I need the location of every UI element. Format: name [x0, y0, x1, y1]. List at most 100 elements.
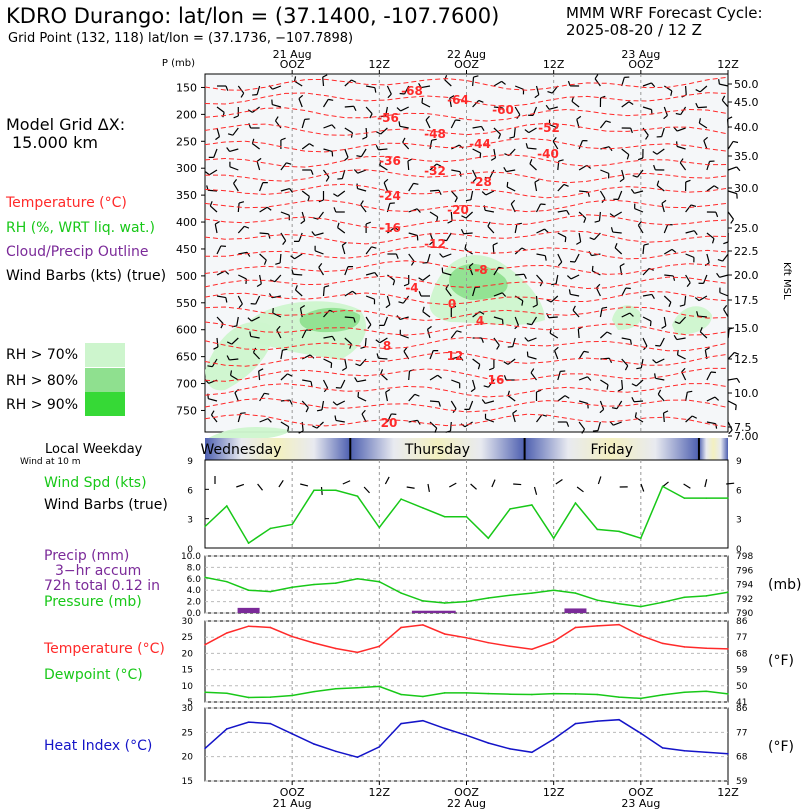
surface-wind-barb	[683, 483, 691, 489]
pressure-tick-label: 550	[176, 297, 197, 310]
surface-wind-barb	[427, 483, 430, 492]
wind-barb-flag	[333, 193, 338, 197]
wind-barb-flag	[629, 312, 634, 317]
wind-barb	[634, 190, 644, 194]
temperature-contour-label: -8	[474, 263, 487, 277]
temperature-contour	[204, 321, 729, 336]
wind-barb-flag	[275, 262, 281, 265]
wind-barb	[633, 400, 644, 403]
wind-barb-flag	[300, 220, 306, 225]
wind-barb	[216, 316, 224, 324]
wind-barb-flag	[352, 290, 357, 295]
wind-barb-flag	[503, 361, 509, 365]
wind-speed-line-point	[640, 537, 642, 540]
wind-barb	[250, 335, 260, 339]
pressure-label: Pressure (mb)	[44, 594, 142, 610]
wind-barb	[642, 316, 652, 322]
temperature-contour-label: 0	[448, 297, 456, 311]
pressure-tick-label: 300	[176, 162, 197, 175]
temperature-line-point	[378, 645, 381, 648]
wind-barb-flag	[487, 221, 491, 227]
wind-barb	[600, 169, 609, 174]
wind-barb	[614, 247, 623, 255]
wind-barb	[259, 418, 269, 423]
rh70-label: RH > 70%	[6, 347, 79, 363]
wind-barb-flag	[332, 401, 338, 406]
wind-barb-flag	[362, 136, 368, 140]
wind-barb	[664, 274, 674, 277]
wind-barb-flag	[300, 305, 306, 309]
wind-barb	[425, 119, 431, 129]
wind-barb-flag	[481, 337, 484, 343]
pressure-tick-label: 500	[176, 270, 197, 283]
wind-barb	[442, 271, 452, 276]
wind-barb	[613, 211, 623, 218]
wind-barb	[450, 211, 453, 222]
wind-barb-flag	[514, 324, 519, 330]
wind-barb-flag	[637, 157, 644, 161]
wind-barb-flag	[496, 344, 500, 350]
temperature-line-point	[509, 645, 511, 648]
wind-barb	[365, 295, 375, 300]
wind-barb-flag	[554, 346, 559, 352]
wind-barb	[728, 190, 737, 195]
wind-barb-flag	[711, 238, 715, 244]
wind-barb	[408, 419, 418, 423]
wind-barb	[426, 329, 431, 339]
wind-barb-flag	[663, 115, 668, 120]
temperature-contour-label: -40	[537, 147, 559, 161]
date-tick-label: 21 Aug	[273, 48, 312, 61]
dewpoint-line-point	[618, 696, 620, 698]
wind-barb-flag	[341, 367, 347, 371]
wind-barb-flag	[676, 349, 679, 355]
wind-barb-flag	[523, 273, 527, 279]
temp-right-tick: 59	[736, 666, 748, 676]
wind-barb-flag	[583, 217, 587, 223]
temperature-contour-label: -56	[377, 111, 399, 125]
wind-barb	[512, 337, 516, 347]
wind-barb	[301, 119, 306, 129]
wind-barb	[506, 186, 516, 192]
wind-barb	[574, 253, 580, 263]
wind-barb-flag	[318, 199, 324, 203]
wind-barb	[237, 85, 245, 94]
wind-barb	[357, 396, 367, 402]
wind-barb	[599, 308, 603, 318]
wind-barb-flag	[546, 299, 552, 303]
wind-barb-flag	[305, 407, 309, 413]
wind-barb	[599, 120, 607, 129]
wind-barb	[301, 190, 310, 197]
wind-barb-flag	[723, 241, 729, 245]
wind-barb	[280, 211, 290, 216]
wind-barb	[655, 377, 665, 381]
wind-barb-flag	[353, 169, 359, 174]
precip-bar	[564, 608, 587, 613]
wind-barb-flag	[602, 306, 608, 309]
time-tick-label: 12Z	[717, 58, 739, 71]
wind-barb	[238, 251, 248, 255]
wind-barb	[385, 106, 388, 116]
wind-barb-flag	[238, 303, 243, 309]
wind-right-tick: 0	[736, 545, 742, 555]
wind-barb-flag	[337, 222, 340, 228]
pressure-line-point	[640, 605, 642, 608]
wind-barb-flag	[563, 183, 569, 187]
wind-left-tick: 0	[187, 545, 193, 555]
temp-right-tick: 50	[736, 682, 748, 692]
wind-barb	[380, 373, 388, 381]
wind-barb	[616, 400, 623, 409]
wind-barb	[489, 169, 495, 179]
heat-left-tick: 20	[182, 753, 194, 763]
wind-barb-flag	[416, 208, 421, 213]
wind-barb	[656, 148, 665, 155]
wind-barb-flag	[418, 82, 422, 88]
wind-barb-flag	[566, 210, 570, 216]
surface-wind-barb	[470, 483, 477, 490]
wind-barb-flag	[410, 260, 415, 266]
wind-barb-flag	[361, 409, 366, 415]
wind-barb	[341, 169, 346, 179]
wind-barb	[570, 274, 580, 280]
heat-index-line-point	[661, 747, 664, 749]
wind-barb	[493, 127, 501, 135]
wind-barb	[722, 253, 729, 262]
